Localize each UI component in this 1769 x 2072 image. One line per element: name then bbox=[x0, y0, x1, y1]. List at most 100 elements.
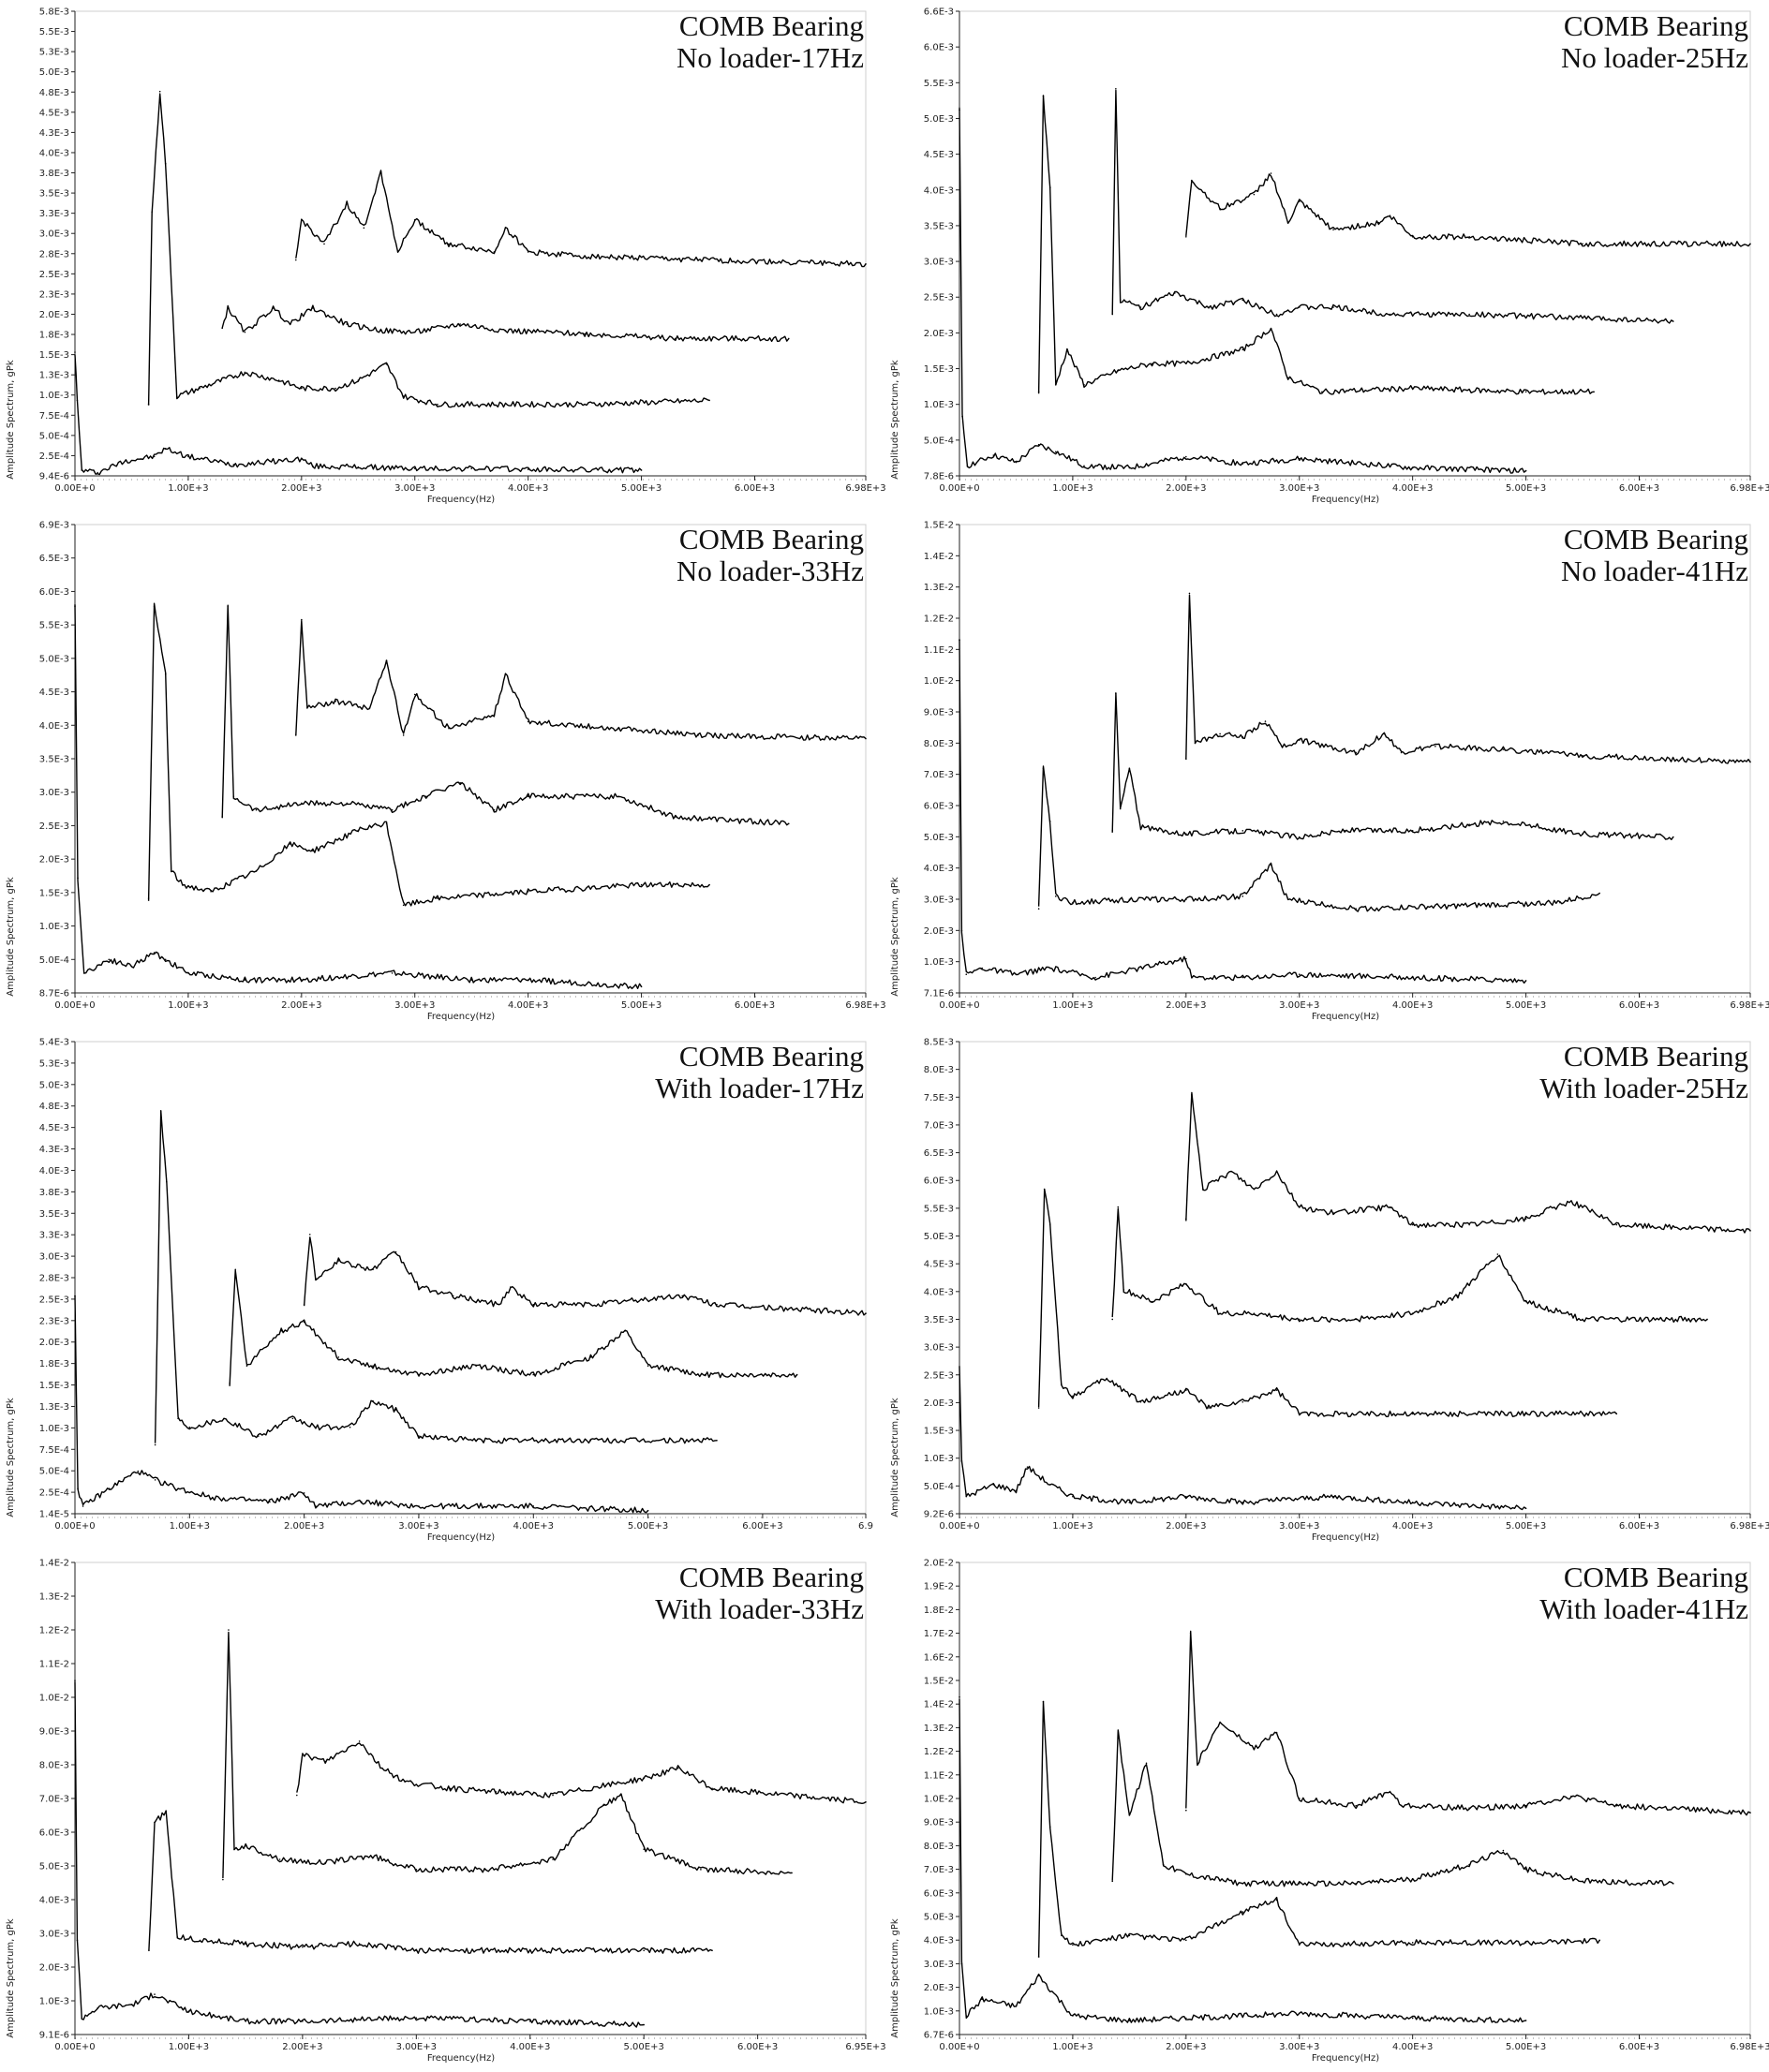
y-tick-label: 7.5E-3 bbox=[924, 1093, 954, 1103]
y-tick-label: 1.8E-3 bbox=[39, 1359, 69, 1369]
y-tick-label: 2.0E-3 bbox=[924, 329, 954, 339]
y-tick-label: 5.5E-3 bbox=[924, 79, 954, 89]
x-tick-label: 1.00E+3 bbox=[168, 483, 208, 494]
data-point bbox=[164, 958, 167, 961]
y-tick-label: 6.0E-3 bbox=[39, 1828, 69, 1839]
spectrum-trace-1 bbox=[959, 639, 1527, 984]
data-point bbox=[1411, 2017, 1414, 2020]
spectrum-trace-2 bbox=[1037, 1700, 1600, 1958]
data-point bbox=[1202, 1188, 1204, 1191]
data-point bbox=[1185, 235, 1187, 238]
data-point bbox=[394, 1409, 397, 1411]
y-tick-label: 3.0E-3 bbox=[924, 1343, 954, 1354]
data-point bbox=[584, 333, 586, 335]
x-tick-label: 2.00E+3 bbox=[1166, 2042, 1206, 2052]
data-point bbox=[1072, 1495, 1074, 1498]
data-point bbox=[1119, 807, 1122, 810]
data-point bbox=[1598, 1939, 1600, 1942]
data-point bbox=[1264, 720, 1267, 722]
data-point bbox=[372, 1399, 374, 1402]
chart-title: COMB Bearing bbox=[679, 523, 864, 555]
data-point bbox=[108, 1487, 111, 1490]
data-point bbox=[1241, 463, 1244, 465]
x-tick-label: 2.00E+3 bbox=[281, 483, 321, 494]
chart-title: COMB Bearing bbox=[1564, 9, 1748, 42]
data-point bbox=[1389, 215, 1391, 216]
data-point bbox=[228, 1629, 230, 1631]
data-point bbox=[337, 1356, 340, 1358]
data-point bbox=[992, 1484, 995, 1486]
spectrum-trace-4 bbox=[1185, 1091, 1751, 1234]
data-point bbox=[1749, 761, 1751, 763]
data-point bbox=[527, 720, 529, 723]
y-tick-label: 1.1E-2 bbox=[39, 1660, 69, 1670]
y-tick-label: 7.0E-3 bbox=[39, 1795, 69, 1805]
data-point bbox=[1411, 1223, 1414, 1226]
data-point bbox=[865, 737, 867, 740]
data-point bbox=[527, 251, 529, 253]
y-tick-label: 2.5E-3 bbox=[924, 1370, 954, 1381]
data-point bbox=[584, 403, 586, 406]
data-point bbox=[360, 1501, 363, 1503]
spectrum-trace-2 bbox=[147, 602, 710, 907]
spectrum-trace-4 bbox=[295, 170, 867, 268]
data-point bbox=[961, 415, 963, 418]
x-tick-label: 1.00E+3 bbox=[170, 1521, 210, 1532]
data-point bbox=[1043, 1188, 1046, 1191]
data-point bbox=[532, 1303, 535, 1306]
plot-frame bbox=[74, 10, 867, 477]
data-point bbox=[312, 307, 314, 309]
x-tick-label: 2.00E+3 bbox=[281, 1000, 321, 1011]
data-point bbox=[1115, 87, 1117, 90]
x-tick-label: 0.00E+0 bbox=[54, 1521, 95, 1532]
data-point bbox=[1502, 821, 1505, 822]
data-point bbox=[1389, 1790, 1391, 1793]
data-point bbox=[1582, 1318, 1583, 1321]
y-tick-label: 4.0E-3 bbox=[924, 1287, 954, 1297]
y-tick-label: 1.9E-2 bbox=[924, 1582, 954, 1592]
data-point bbox=[108, 958, 111, 961]
y-axis-label: Amplitude Spectrum, gPk bbox=[890, 1398, 900, 1517]
panel-with-loader-41hz: 6.7E-6 1.0E-3 2.0E-3 3.0E-3 4.0E-3 5.0E-3 6.0E… bbox=[884, 1551, 1769, 2072]
data-point bbox=[346, 802, 349, 805]
y-tick-label: 4.5E-3 bbox=[39, 688, 69, 698]
y-tick-label: 5.5E-3 bbox=[924, 1204, 954, 1214]
spectrum-trace-3 bbox=[1111, 692, 1674, 840]
data-point bbox=[452, 1295, 454, 1297]
spectrum-trace-2 bbox=[1037, 1188, 1617, 1418]
y-tick-label: 7.5E-4 bbox=[39, 1445, 69, 1456]
data-point bbox=[1042, 1700, 1045, 1703]
x-tick-label: 2.00E+3 bbox=[1166, 483, 1206, 494]
x-tick-label: 5.00E+3 bbox=[621, 483, 662, 494]
data-point bbox=[187, 2010, 190, 2012]
y-tick-label: 1.5E-3 bbox=[39, 350, 69, 361]
x-tick-label: 1.00E+3 bbox=[1052, 2042, 1093, 2052]
data-point bbox=[372, 1268, 374, 1271]
data-point bbox=[992, 454, 995, 456]
spectrum-trace-1 bbox=[959, 1367, 1526, 1511]
y-tick-label: 7.0E-3 bbox=[924, 1865, 954, 1875]
data-point bbox=[1037, 443, 1040, 446]
data-point bbox=[269, 1501, 271, 1503]
data-point bbox=[711, 1787, 713, 1790]
data-point bbox=[527, 979, 529, 981]
data-point bbox=[1188, 592, 1191, 595]
data-point bbox=[1083, 465, 1085, 467]
data-point bbox=[1275, 1731, 1278, 1734]
data-point bbox=[1197, 1762, 1198, 1765]
data-point bbox=[1042, 767, 1045, 769]
data-point bbox=[865, 1312, 867, 1314]
y-tick-label: 1.0E-3 bbox=[924, 1454, 954, 1464]
data-point bbox=[960, 929, 963, 932]
y-tick-label: 6.0E-3 bbox=[924, 43, 954, 53]
plot-frame bbox=[959, 1041, 1751, 1515]
data-point bbox=[1128, 1813, 1131, 1816]
data-point bbox=[470, 467, 473, 470]
data-point bbox=[1061, 1934, 1063, 1937]
data-point bbox=[1122, 1289, 1125, 1291]
data-point bbox=[676, 1767, 679, 1769]
data-point bbox=[448, 243, 450, 245]
data-point bbox=[81, 2017, 83, 2020]
y-tick-label: 3.3E-3 bbox=[39, 1231, 69, 1241]
data-point bbox=[1286, 898, 1289, 900]
